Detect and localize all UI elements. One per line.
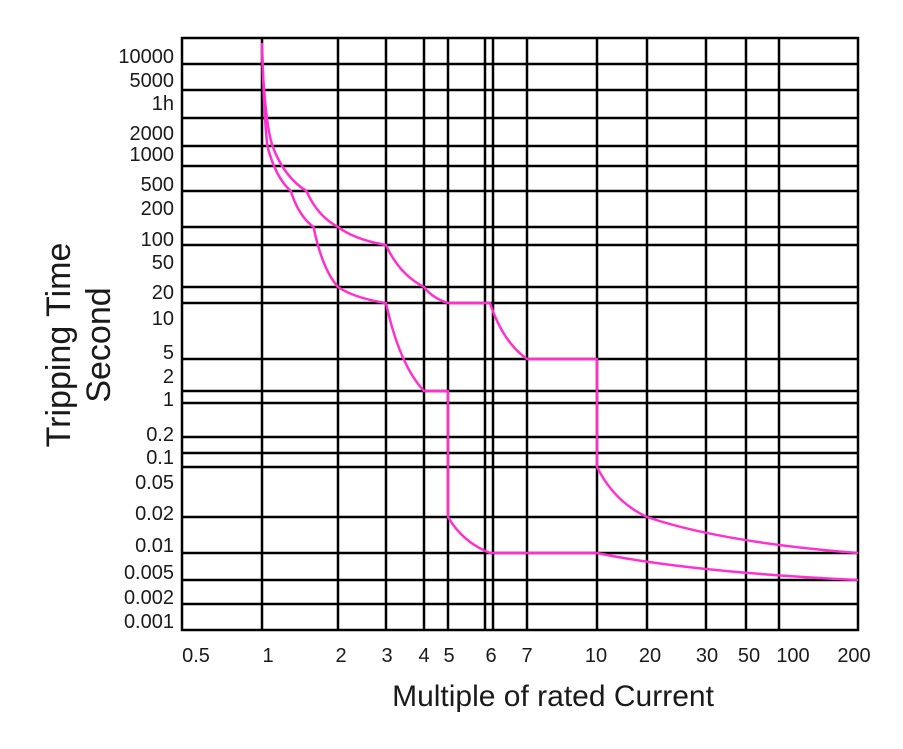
x-tick-label: 6 — [485, 645, 496, 667]
y-tick-label: 200 — [141, 198, 174, 220]
x-tick-label: 4 — [418, 645, 429, 667]
x-tick-label: 3 — [381, 645, 392, 667]
vertical-gridlines — [260, 38, 781, 630]
y-axis-title-line2: Second — [80, 287, 118, 402]
y-tick-label: 0.001 — [124, 611, 174, 633]
y-tick-label: 0.02 — [135, 503, 174, 525]
y-tick-label: 0.2 — [146, 424, 174, 446]
plot-frame — [180, 36, 860, 632]
series-lower-curve — [260, 42, 859, 582]
x-tick-label: 50 — [738, 645, 760, 667]
y-tick-label: 10 — [152, 308, 174, 330]
x-tick-label: 200 — [837, 645, 870, 667]
x-tick-label: 5 — [443, 645, 454, 667]
y-tick-label: 500 — [141, 174, 174, 196]
y-tick-label: 1000 — [130, 144, 175, 166]
x-tick-label: 1 — [262, 645, 273, 667]
y-tick-label: 0.002 — [124, 587, 174, 609]
y-axis-title: Tripping Time Second — [40, 243, 118, 448]
y-tick-label: 1 — [163, 389, 174, 411]
x-axis-title: Multiple of rated Current — [392, 680, 714, 713]
x-tick-label: 0.5 — [182, 645, 210, 667]
y-tick-label: 50 — [152, 252, 174, 274]
series-upper-curve — [260, 42, 859, 555]
x-tick-labels: 0.5 1 2 3 4 5 6 7 10 20 30 50 100 200 — [182, 645, 871, 667]
x-tick-label: 2 — [335, 645, 346, 667]
y-tick-label: 2000 — [130, 123, 175, 145]
series-layer — [260, 42, 859, 582]
x-tick-label: 100 — [776, 645, 809, 667]
x-tick-label: 7 — [521, 645, 532, 667]
x-tick-label: 10 — [585, 645, 607, 667]
y-tick-label: 5000 — [130, 70, 175, 92]
y-tick-label: 1h — [152, 93, 174, 115]
x-tick-label: 20 — [639, 645, 661, 667]
y-tick-label: 0.01 — [135, 535, 174, 557]
x-tick-label: 30 — [696, 645, 718, 667]
y-tick-label: 20 — [152, 282, 174, 304]
y-tick-label: 0.05 — [135, 472, 174, 494]
y-tick-label: 5 — [163, 342, 174, 364]
horizontal-gridlines — [182, 62, 858, 606]
y-axis-title-line1: Tripping Time — [40, 243, 78, 448]
y-tick-label: 0.005 — [124, 562, 174, 584]
y-tick-label: 2 — [163, 366, 174, 388]
y-tick-label: 0.1 — [146, 447, 174, 469]
y-tick-label: 10000 — [118, 46, 174, 68]
y-tick-label: 100 — [141, 229, 174, 251]
